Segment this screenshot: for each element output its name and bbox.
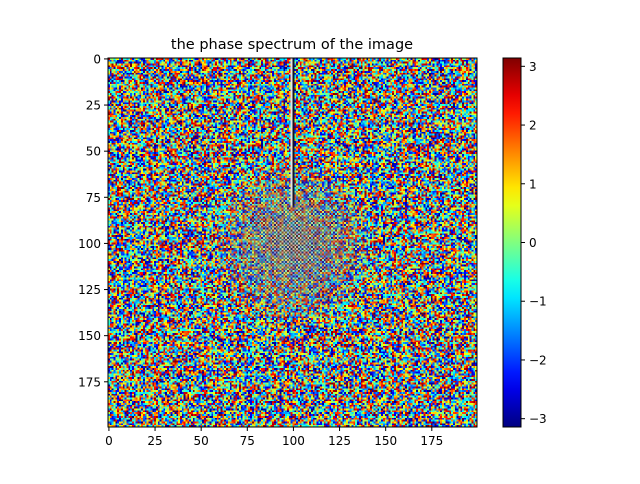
colorbar-tick-label: −2 [529,353,547,367]
colorbar-tick-label: −3 [529,412,547,426]
y-tick-label: 0 [93,52,101,66]
colorbar-tick-label: −1 [529,295,547,309]
x-tick-label: 100 [282,434,305,448]
y-tick-label: 175 [78,375,101,389]
y-tick-label: 100 [78,237,101,251]
colorbar: −3 −2 −1 0 1 2 3 [502,57,547,428]
y-axis: 0 25 50 75 100 125 150 175 [78,52,108,389]
colorbar-tick-label: 1 [529,177,537,191]
colorbar-tick-label: 3 [529,60,537,74]
x-tick-label: 125 [328,434,351,448]
y-tick-label: 50 [86,145,101,159]
x-tick-label: 75 [240,434,255,448]
plot-frame [107,57,478,428]
x-tick-label: 25 [147,434,162,448]
heatmap-raster [108,58,477,427]
x-axis: 0 25 50 75 100 125 150 175 [105,427,443,448]
x-tick-label: 50 [194,434,209,448]
y-tick-label: 75 [86,191,101,205]
colorbar-gradient [502,57,522,428]
y-tick-label: 25 [86,99,101,113]
colorbar-tick-label: 2 [529,119,537,133]
heatmap-image [108,58,477,427]
colorbar-tick-label: 0 [529,236,537,250]
x-tick-label: 175 [420,434,443,448]
y-tick-label: 150 [78,329,101,343]
x-tick-label: 150 [374,434,397,448]
y-tick-label: 125 [78,283,101,297]
chart-title: the phase spectrum of the image [171,37,413,53]
x-tick-label: 0 [105,434,113,448]
